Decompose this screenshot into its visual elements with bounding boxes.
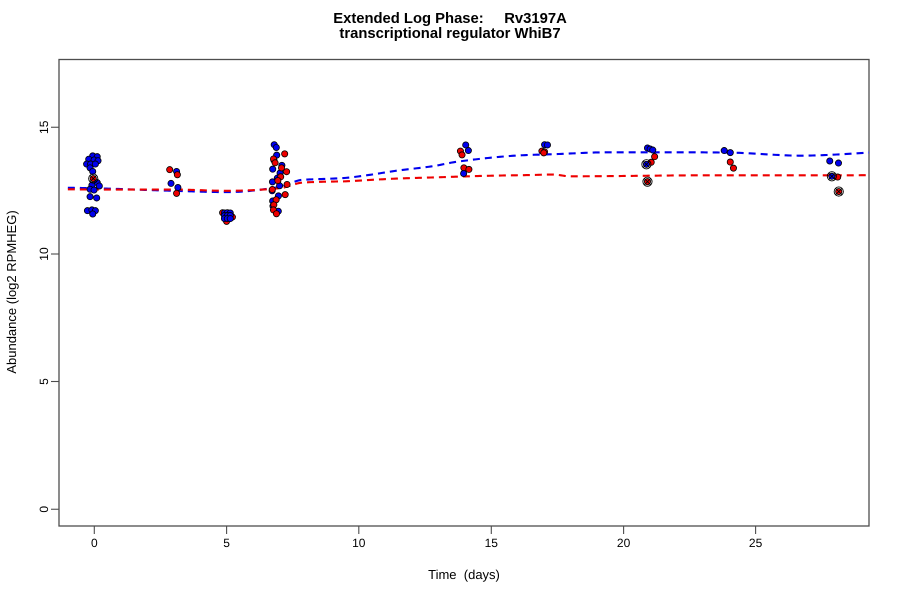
svg-text:15: 15 [485, 536, 499, 550]
svg-text:20: 20 [617, 536, 631, 550]
svg-text:Abundance (log2 RPMHEG): Abundance (log2 RPMHEG) [4, 210, 19, 373]
svg-text:15: 15 [37, 120, 51, 134]
svg-text:25: 25 [749, 536, 763, 550]
svg-text:5: 5 [37, 378, 51, 385]
svg-text:0: 0 [37, 506, 51, 513]
svg-text:0: 0 [91, 536, 98, 550]
svg-text:10: 10 [37, 247, 51, 261]
svg-text:Time (days): Time (days) [428, 567, 500, 582]
svg-text:10: 10 [352, 536, 366, 550]
svg-text:5: 5 [223, 536, 230, 550]
